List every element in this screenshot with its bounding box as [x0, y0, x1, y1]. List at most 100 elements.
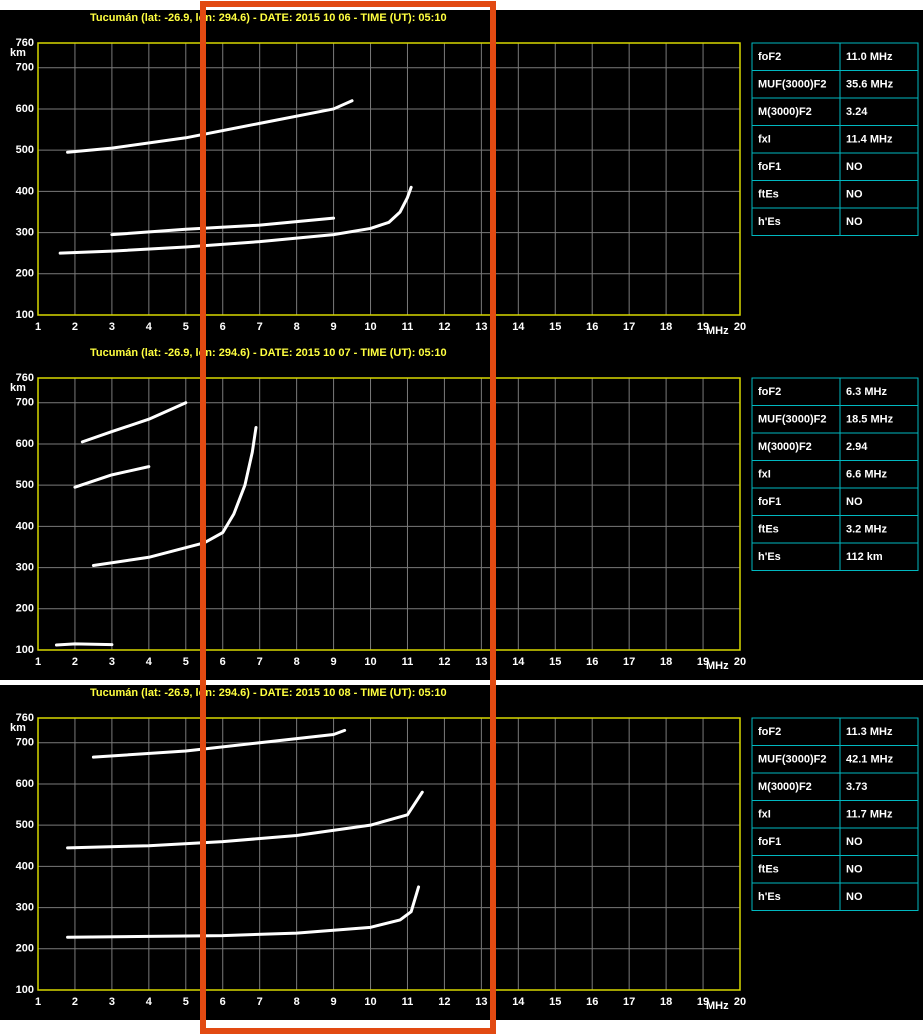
parameter-name: M(3000)F2 — [758, 441, 812, 453]
parameter-value: NO — [846, 496, 863, 508]
parameter-value: 3.24 — [846, 106, 868, 118]
y-tick-label: 100 — [16, 309, 34, 321]
x-tick-label: 10 — [364, 996, 376, 1008]
x-tick-label: 5 — [183, 996, 189, 1008]
y-tick-label: 300 — [16, 226, 34, 238]
parameter-value: 11.7 MHz — [846, 808, 893, 820]
parameter-name: foF1 — [758, 496, 781, 508]
parameter-value: 18.5 MHz — [846, 413, 894, 425]
x-tick-label: 4 — [146, 321, 153, 333]
parameter-value: 2.94 — [846, 441, 868, 453]
trace — [56, 644, 111, 645]
x-tick-label: 20 — [734, 996, 746, 1008]
x-tick-label: 4 — [146, 656, 153, 668]
y-tick-label: 300 — [16, 561, 34, 573]
parameter-name: foF2 — [758, 726, 781, 738]
x-tick-label: 7 — [257, 996, 263, 1008]
x-tick-label: 13 — [475, 996, 487, 1008]
parameter-name: MUF(3000)F2 — [758, 753, 826, 765]
y-tick-label: 700 — [16, 62, 34, 74]
x-tick-label: 1 — [35, 996, 41, 1008]
parameter-value: NO — [846, 836, 863, 848]
parameter-name: h'Es — [758, 891, 781, 903]
y-tick-label: 400 — [16, 520, 34, 532]
x-tick-label: 10 — [364, 321, 376, 333]
x-tick-label: 5 — [183, 656, 189, 668]
x-tick-label: 15 — [549, 321, 561, 333]
parameter-name: fxI — [758, 808, 771, 820]
x-tick-label: 6 — [220, 996, 226, 1008]
x-tick-label: 17 — [623, 996, 635, 1008]
parameter-value: 35.6 MHz — [846, 78, 894, 90]
parameter-value: 3.73 — [846, 781, 867, 793]
x-tick-label: 9 — [331, 321, 337, 333]
parameter-name: M(3000)F2 — [758, 106, 812, 118]
y-tick-label: 100 — [16, 644, 34, 656]
parameter-value: NO — [846, 188, 863, 200]
parameter-value: NO — [846, 863, 863, 875]
parameter-name: fxI — [758, 468, 771, 480]
x-tick-label: 13 — [475, 321, 487, 333]
x-tick-label: 12 — [438, 996, 450, 1008]
y-tick-label: 200 — [16, 268, 34, 280]
parameter-name: MUF(3000)F2 — [758, 78, 826, 90]
y-tick-label: 500 — [16, 479, 34, 491]
page: {"chart_data": [ {"type": "ionogram", "t… — [0, 0, 923, 1035]
parameter-name: h'Es — [758, 551, 781, 563]
parameter-value: 3.2 MHz — [846, 523, 887, 535]
y-axis-label: km — [10, 47, 26, 59]
parameter-name: foF1 — [758, 161, 781, 173]
x-tick-label: 4 — [146, 996, 153, 1008]
x-tick-label: 8 — [294, 321, 300, 333]
parameter-value: NO — [846, 216, 863, 228]
x-tick-label: 18 — [660, 996, 672, 1008]
parameter-value: 11.3 MHz — [846, 726, 893, 738]
x-tick-label: 8 — [294, 996, 300, 1008]
x-tick-label: 6 — [220, 321, 226, 333]
y-tick-label: 700 — [16, 737, 34, 749]
x-tick-label: 7 — [257, 321, 263, 333]
parameter-name: ftEs — [758, 863, 779, 875]
parameter-name: M(3000)F2 — [758, 781, 812, 793]
figure: Tucumán (lat: -26.9, lon: 294.6) - DATE:… — [0, 0, 923, 1035]
parameter-value: NO — [846, 891, 863, 903]
x-tick-label: 3 — [109, 321, 115, 333]
x-tick-label: 1 — [35, 656, 41, 668]
parameter-name: fxI — [758, 133, 771, 145]
parameter-value: 112 km — [846, 551, 883, 563]
x-tick-label: 17 — [623, 656, 635, 668]
chart-title: Tucumán (lat: -26.9, lon: 294.6) - DATE:… — [90, 12, 447, 24]
parameter-value: 6.3 MHz — [846, 386, 887, 398]
x-axis-label: MHz — [706, 660, 729, 672]
y-tick-label: 600 — [16, 103, 34, 115]
y-tick-label: 200 — [16, 943, 34, 955]
y-tick-label: 200 — [16, 603, 34, 615]
y-axis-label: km — [10, 722, 26, 734]
y-tick-label: 500 — [16, 144, 34, 156]
x-tick-label: 2 — [72, 321, 78, 333]
x-tick-label: 12 — [438, 656, 450, 668]
x-tick-label: 9 — [331, 996, 337, 1008]
x-tick-label: 16 — [586, 996, 598, 1008]
x-tick-label: 11 — [402, 996, 414, 1008]
y-tick-label: 100 — [16, 984, 34, 996]
x-tick-label: 17 — [623, 321, 635, 333]
x-tick-label: 16 — [586, 656, 598, 668]
x-tick-label: 14 — [512, 996, 525, 1008]
y-tick-label: 600 — [16, 438, 34, 450]
x-tick-label: 12 — [438, 321, 450, 333]
parameter-name: MUF(3000)F2 — [758, 413, 826, 425]
x-tick-label: 11 — [402, 656, 414, 668]
y-tick-label: 400 — [16, 860, 34, 872]
parameter-value: 42.1 MHz — [846, 753, 894, 765]
x-tick-label: 7 — [257, 656, 263, 668]
x-tick-label: 20 — [734, 656, 746, 668]
x-tick-label: 3 — [109, 996, 115, 1008]
x-tick-label: 15 — [549, 656, 561, 668]
x-tick-label: 11 — [402, 321, 414, 333]
chart-title: Tucumán (lat: -26.9, lon: 294.6) - DATE:… — [90, 687, 447, 699]
x-tick-label: 18 — [660, 656, 672, 668]
parameter-name: foF2 — [758, 386, 781, 398]
y-axis-label: km — [10, 382, 26, 394]
parameter-value: 11.0 MHz — [846, 51, 893, 63]
